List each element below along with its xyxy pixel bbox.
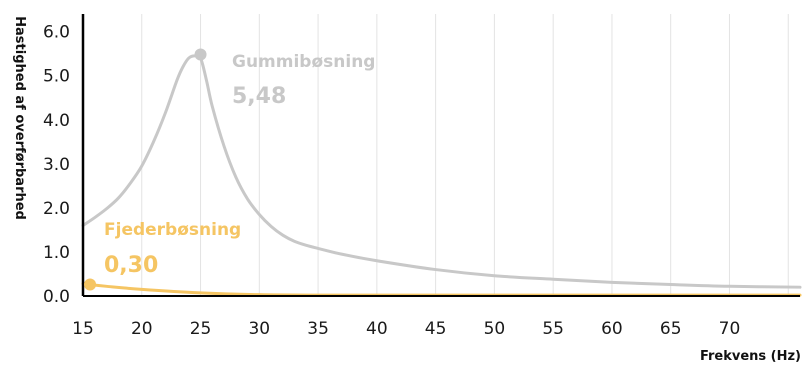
x-tick-label-55: 55 [542,319,564,339]
y-tick-label-2.0: 2.0 [43,199,70,219]
x-tick-label-65: 65 [660,319,682,339]
y-tick-label-4.0: 4.0 [43,111,70,131]
x-tick-label-70: 70 [719,319,741,339]
series-value-label-1: 0,30 [104,253,158,278]
series-line-0 [81,53,802,289]
y-tick-label-5.0: 5.0 [43,67,70,87]
y-tick-labels: 0.0 1.0 2.0 3.0 4.0 5.0 6.0 [43,23,70,307]
x-tick-label-15: 15 [72,319,94,339]
series-name-label-0: Gummibøsning [232,52,375,72]
axes [81,14,800,297]
y-tick-label-1.0: 1.0 [43,243,70,263]
x-tick-label-25: 25 [190,319,212,339]
series-marker-1 [84,278,97,291]
series-name-label-1: Fjederbøsning [104,220,241,240]
x-tick-label-45: 45 [425,319,447,339]
x-tick-label-20: 20 [131,319,153,339]
x-tick-label-40: 40 [366,319,388,339]
series-marker-0 [194,48,207,61]
x-tick-label-35: 35 [307,319,329,339]
y-tick-label-0.0: 0.0 [43,287,70,307]
x-tick-labels: 15 20 25 30 35 40 45 50 55 60 65 70 [72,319,740,339]
y-axis-title: Hastighed af overførbarhed [12,16,27,220]
x-axis-title: Frekvens (Hz) [700,349,801,364]
series-lines [81,53,802,297]
series-value-label-0: 5,48 [232,84,286,109]
y-tick-label-6.0: 6.0 [43,23,70,43]
x-tick-label-30: 30 [248,319,270,339]
x-tick-label-50: 50 [484,319,506,339]
series-annotations: Gummibøsning 5,48 Fjederbøsning 0,30 [84,48,375,291]
x-tick-label-60: 60 [601,319,623,339]
y-tick-label-3.0: 3.0 [43,155,70,175]
